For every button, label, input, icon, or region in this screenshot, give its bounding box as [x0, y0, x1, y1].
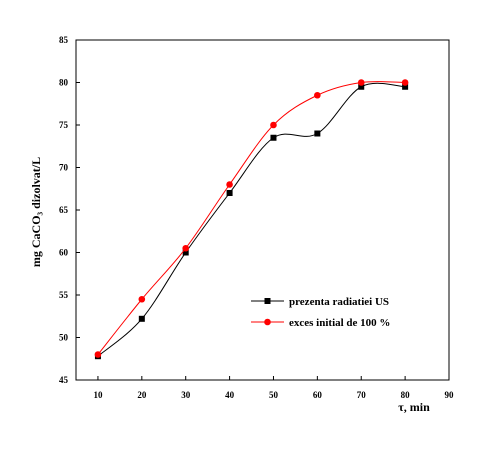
x-tick-label: 90: [445, 390, 455, 400]
x-tick-label: 20: [137, 390, 147, 400]
x-tick-label: 60: [313, 390, 323, 400]
legend-marker-1: [264, 298, 271, 304]
data-point-1: [138, 315, 145, 322]
data-point-2: [138, 295, 146, 303]
data-point-2: [314, 91, 321, 99]
legend-marker-2: [264, 318, 271, 326]
x-tick-label: 80: [401, 390, 411, 400]
y-tick-label: 50: [59, 333, 69, 343]
data-point-1: [182, 249, 189, 256]
y-axis-title: mg CaCO₃ dizolvat/L: [29, 157, 43, 267]
y-tick-label: 45: [59, 375, 69, 385]
series-line-2: [97, 81, 406, 355]
y-tick-label: 60: [59, 248, 69, 258]
y-tick-label: 85: [59, 35, 69, 45]
data-point-1: [314, 130, 321, 137]
x-axis: 10 20 30 40 50 60 70 80 90: [93, 376, 454, 400]
data-point-2: [270, 121, 277, 129]
data-point-2: [357, 79, 365, 86]
data-point-1: [270, 134, 277, 141]
legend: prezenta radiatiei US exces initial de 10…: [251, 296, 390, 329]
data-point-1: [226, 190, 233, 196]
y-tick-label: 55: [59, 290, 69, 300]
y-tick-label: 65: [59, 205, 69, 215]
series-layer: [94, 79, 409, 360]
x-axis-title: τ, min: [398, 400, 430, 414]
data-point-1: [358, 83, 365, 90]
legend-label-1: prezenta radiatiei US: [289, 296, 389, 308]
data-point-2: [94, 351, 102, 358]
data-point-2: [226, 181, 233, 188]
x-tick-label: 30: [181, 390, 191, 400]
data-point-2: [182, 244, 190, 252]
x-tick-label: 50: [269, 390, 279, 400]
y-tick-label: 70: [59, 163, 69, 173]
x-tick-label: 40: [225, 390, 235, 400]
series-line-1: [97, 82, 406, 357]
x-tick-label: 10: [93, 390, 103, 400]
data-point-2: [401, 79, 409, 86]
y-tick-label: 75: [59, 120, 69, 130]
data-point-1: [402, 83, 409, 90]
x-tick-label: 70: [357, 390, 367, 400]
legend-label-2: exces initial de 100 %: [289, 317, 390, 329]
y-tick-label: 80: [59, 78, 69, 88]
y-axis: 45 50 55 60 65 70 75 80 85: [59, 35, 80, 385]
